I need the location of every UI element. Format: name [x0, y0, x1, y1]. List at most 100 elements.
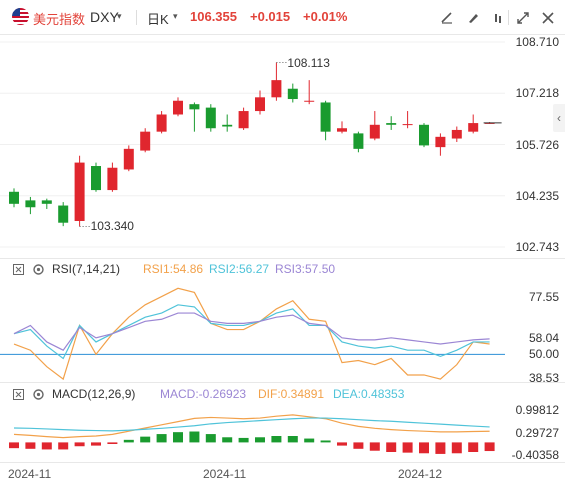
macd-histogram-bar	[123, 439, 134, 443]
dea-legend: DEA:0.48353	[333, 387, 405, 401]
macd-histogram-bar	[369, 442, 380, 451]
candle-body	[74, 162, 85, 221]
rsi2-legend: RSI2:56.27	[209, 262, 270, 276]
collapse-sidebar-icon[interactable]: ‹	[553, 104, 565, 132]
macd-histogram-bar	[173, 432, 183, 443]
candle-body	[140, 131, 151, 151]
collapse-icon[interactable]	[12, 388, 25, 401]
candle-body	[238, 111, 249, 129]
brush-icon[interactable]	[465, 10, 481, 26]
candle-body	[451, 129, 462, 139]
price-change: +0.015	[250, 9, 291, 24]
macd-histogram-bar	[337, 442, 347, 446]
candle-body	[337, 128, 347, 132]
candle-body	[386, 123, 397, 125]
macd-histogram-bar	[74, 442, 85, 447]
price-tick-label: 108.710	[515, 35, 559, 49]
dif-line	[13, 414, 490, 439]
divider	[136, 10, 137, 25]
gear-icon[interactable]	[32, 388, 45, 401]
dif-legend: DIF:0.34891	[258, 387, 325, 401]
period-chevron-down-icon[interactable]: ▾	[173, 11, 178, 21]
macd-histogram-bar	[222, 437, 233, 443]
us-flag-icon	[12, 8, 29, 25]
panel-divider	[0, 382, 565, 383]
macd-legend: MACD:-0.26923	[160, 387, 247, 401]
macd-histogram-bar	[419, 442, 429, 454]
candle-body	[173, 100, 183, 115]
candle-body	[9, 191, 19, 204]
chevron-down-icon[interactable]: ▾	[117, 11, 122, 21]
price-change-pct: +0.01%	[303, 9, 348, 24]
macd-tick-label: -0.40358	[511, 448, 559, 463]
candle-body	[468, 123, 479, 132]
macd-histogram-bar	[205, 434, 216, 443]
macd-histogram-bar	[353, 442, 364, 449]
macd-histogram-bar	[484, 442, 495, 452]
candle-body	[320, 102, 331, 132]
macd-histogram-bar	[91, 442, 101, 446]
candle-body	[123, 148, 134, 170]
draw-line-icon[interactable]	[439, 10, 455, 26]
divider	[508, 10, 509, 25]
panel-divider	[0, 258, 565, 259]
price-tick-label: 102.743	[515, 240, 559, 254]
macd-histogram-bar	[386, 442, 397, 452]
rsi-series-line	[13, 304, 490, 360]
macd-histogram-bar	[435, 442, 446, 454]
rsi-series-line	[13, 312, 490, 351]
candle-body	[58, 205, 69, 223]
period-selector[interactable]: 日K	[147, 12, 169, 27]
fullscreen-icon[interactable]	[515, 10, 531, 26]
candle-body	[156, 114, 167, 132]
macd-histogram-bar	[25, 442, 36, 449]
close-icon[interactable]	[540, 10, 556, 26]
candle-body	[304, 100, 315, 102]
top-bar: 美元指数 DXY ▾ 日K ▾ 106.355 +0.015 +0.01%	[0, 0, 565, 34]
candle-body	[369, 124, 380, 139]
macd-histogram-bar	[402, 442, 413, 453]
gear-icon[interactable]	[32, 263, 45, 276]
panel-divider	[0, 34, 565, 35]
rsi-tick-label: 50.00	[528, 347, 559, 362]
candle-body	[435, 136, 446, 148]
candle-body	[91, 166, 101, 191]
high-annotation: 108.113	[287, 55, 330, 70]
x-axis-date-label: 2024-11	[203, 467, 247, 481]
index-code[interactable]: DXY	[90, 9, 119, 25]
price-tick-label: 107.218	[515, 86, 559, 101]
macd-histogram-bar	[107, 442, 118, 444]
macd-histogram-bar	[320, 440, 331, 443]
rsi-series-line	[13, 287, 490, 381]
macd-histogram-bar	[468, 442, 479, 452]
candle-body	[205, 107, 216, 129]
collapse-icon[interactable]	[12, 263, 25, 276]
macd-tick-label: 0.99812	[515, 403, 559, 418]
index-name[interactable]: 美元指数	[33, 12, 86, 27]
candle-body	[402, 124, 413, 126]
macd-histogram-bar	[271, 436, 282, 443]
panel-divider	[0, 462, 565, 463]
candle-body	[25, 200, 36, 208]
macd-histogram-bar	[9, 442, 19, 449]
macd-histogram-bar	[189, 431, 200, 443]
macd-title: MACD(12,26,9)	[52, 387, 136, 401]
candle-body	[419, 124, 429, 146]
macd-histogram-bar	[140, 436, 151, 443]
price-tick-label: 105.726	[515, 137, 559, 152]
candle-body	[41, 200, 52, 204]
candle-body	[255, 97, 265, 112]
rsi-tick-label: 58.04	[528, 330, 559, 345]
x-axis-date-label: 2024-12	[398, 467, 443, 481]
candle-body	[189, 104, 200, 110]
macd-histogram-bar	[287, 436, 298, 443]
macd-tick-label: 0.29727	[515, 425, 559, 440]
candle-body	[222, 124, 233, 127]
rsi-tick-label: 77.55	[528, 290, 559, 305]
drop-icon[interactable]	[490, 10, 506, 26]
macd-histogram-bar	[58, 442, 69, 450]
rsi-tick-label: 38.53	[528, 371, 559, 385]
candle-body	[107, 167, 118, 191]
low-annotation: 103.340	[90, 219, 134, 234]
